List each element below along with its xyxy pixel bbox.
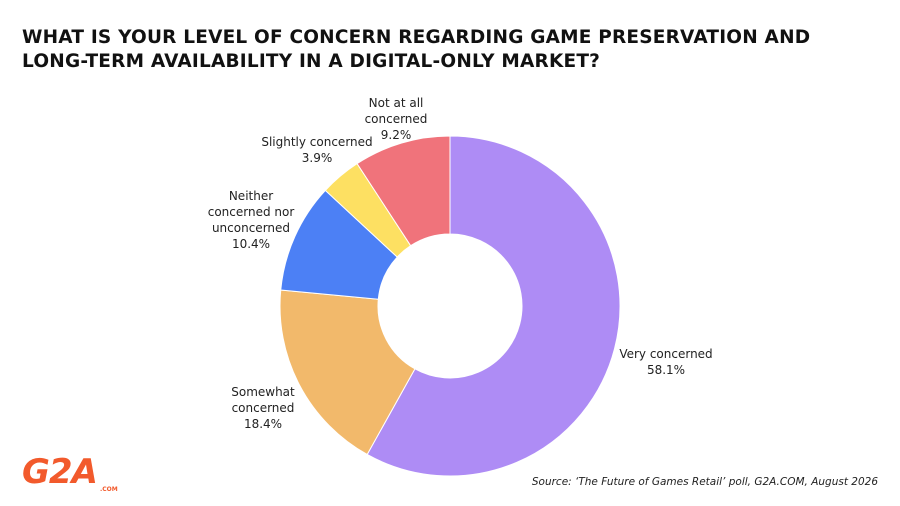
slice-label: Somewhat concerned 18.4%: [223, 384, 303, 432]
donut-slice: [279, 289, 416, 456]
category-label: Slightly concerned: [261, 135, 373, 149]
logo-sub: .COM: [100, 486, 118, 493]
source-note: Source: ‘The Future of Games Retail’ pol…: [531, 476, 878, 488]
value-label: 9.2%: [380, 128, 412, 142]
category-label: Somewhat concerned: [231, 385, 295, 415]
slice-label: Not at all concerned 9.2%: [356, 95, 436, 143]
slice-label: Very concerned 58.1%: [606, 346, 726, 378]
value-label: 3.9%: [301, 151, 333, 165]
category-label: Very concerned: [619, 347, 713, 361]
category-label: Neither concerned nor unconcerned: [207, 189, 295, 235]
value-label: 58.1%: [646, 363, 686, 377]
slice-label: Neither concerned nor unconcerned 10.4%: [205, 188, 297, 252]
value-label: 10.4%: [231, 237, 271, 251]
donut-slice: [366, 135, 621, 477]
chart-title: WHAT IS YOUR LEVEL OF CONCERN REGARDING …: [22, 27, 811, 72]
value-label: 18.4%: [243, 417, 283, 431]
slice-label: Slightly concerned 3.9%: [252, 134, 382, 166]
logo: G2A: [22, 452, 98, 492]
donut-slice: [356, 135, 451, 247]
category-label: Not at all concerned: [364, 96, 428, 126]
